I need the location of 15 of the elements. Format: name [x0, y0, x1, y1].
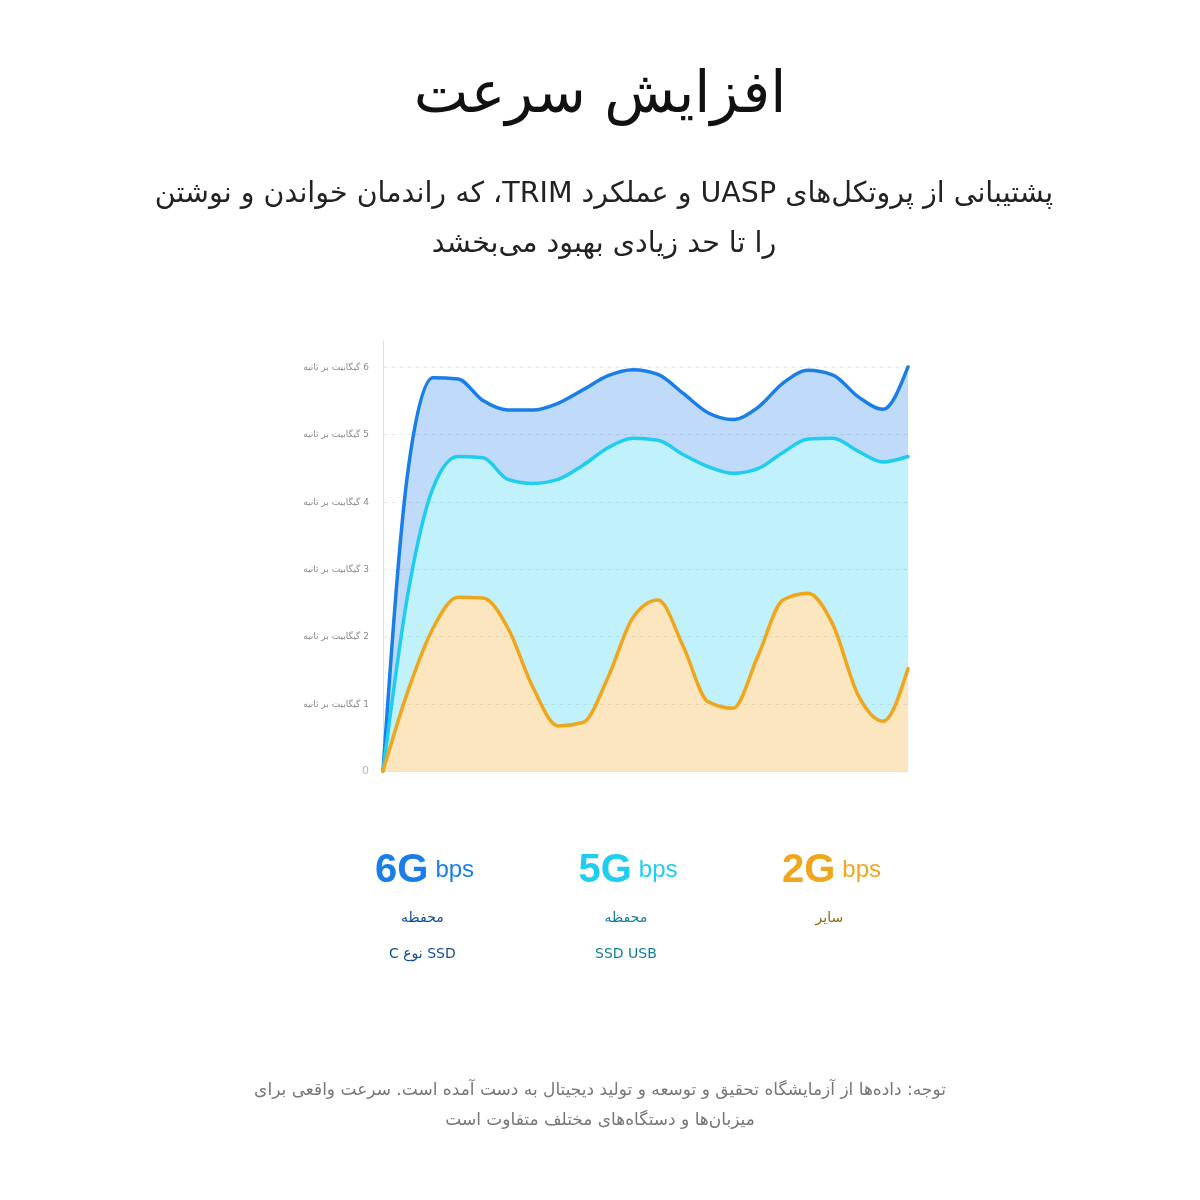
- chart-title: افزایش سرعت: [413, 58, 787, 127]
- series-label: 2G bps: [782, 846, 882, 890]
- text: محفظه SSD نوع C: [389, 909, 456, 961]
- text: توجه: داده‌ها از آزمایشگاه تحقیق و توسعه و تولید دیجیتال به دست آمده است. سرعت واقعی برای میزبان‌ها و دستگاه‌های مختلف متفاوت است: [254, 1078, 947, 1129]
- y-tick-label: 2 گیگابیت بر ثانیه: [303, 630, 369, 642]
- y-tick-label: 4 گیگابیت بر ثانیه: [303, 495, 370, 507]
- y-tick-label: 6 گیگابیت بر ثانیه: [303, 360, 370, 372]
- y-tick-label: 5 گیگابیت بر ثانیه: [303, 428, 369, 440]
- y-tick-label: 0: [362, 764, 369, 777]
- text: 5G bps: [578, 846, 678, 890]
- chart-subtitle: پشتیبانی از پروتکل‌های UASP و عملکرد TRIM، که راندمان خواندن و نوشتن را تا حد زیادی بهبود می‌بخشد: [154, 176, 1054, 259]
- y-tick-label: 3 گیگابیت بر ثانیه: [303, 562, 369, 574]
- series-label: 6G bps: [375, 846, 475, 890]
- text: سایر: [814, 909, 844, 926]
- y-tick-label: 1 گیگابیت بر ثانیه: [303, 697, 369, 709]
